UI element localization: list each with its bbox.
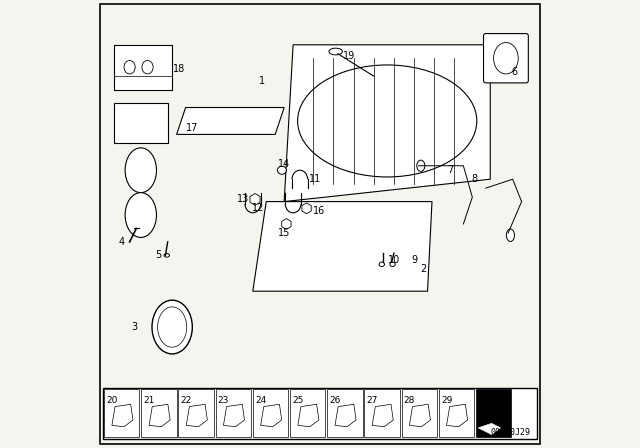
FancyBboxPatch shape <box>476 389 511 437</box>
Ellipse shape <box>417 160 425 172</box>
Text: 4: 4 <box>118 237 125 247</box>
FancyBboxPatch shape <box>484 34 529 83</box>
Ellipse shape <box>152 300 193 354</box>
FancyBboxPatch shape <box>114 45 172 90</box>
Polygon shape <box>253 202 432 291</box>
Text: 7: 7 <box>447 165 453 175</box>
Ellipse shape <box>506 229 515 241</box>
Ellipse shape <box>390 262 396 267</box>
Text: 5: 5 <box>156 250 162 260</box>
FancyBboxPatch shape <box>103 388 538 439</box>
Text: 00120J29: 00120J29 <box>491 428 531 437</box>
Text: 19: 19 <box>343 51 355 61</box>
Ellipse shape <box>329 48 342 55</box>
Text: 25: 25 <box>292 396 303 405</box>
Text: 8: 8 <box>472 174 477 184</box>
Ellipse shape <box>164 254 170 257</box>
Text: 18: 18 <box>173 65 185 74</box>
Text: 16: 16 <box>313 206 325 215</box>
Text: 29: 29 <box>441 396 452 405</box>
Text: 27: 27 <box>367 396 378 405</box>
Text: 9: 9 <box>411 255 417 265</box>
Text: 24: 24 <box>255 396 266 405</box>
Text: 11: 11 <box>309 174 322 184</box>
Polygon shape <box>177 108 284 134</box>
Polygon shape <box>478 423 500 435</box>
Text: 28: 28 <box>404 396 415 405</box>
Text: 3: 3 <box>131 322 137 332</box>
Text: 2: 2 <box>420 264 426 274</box>
Text: 23: 23 <box>218 396 229 405</box>
Text: 12: 12 <box>252 203 265 213</box>
Text: 22: 22 <box>180 396 192 405</box>
Text: 1: 1 <box>259 76 265 86</box>
Ellipse shape <box>298 65 477 177</box>
Text: 20: 20 <box>106 396 118 405</box>
Text: 15: 15 <box>278 228 291 238</box>
Text: 14: 14 <box>278 159 291 168</box>
Text: 10: 10 <box>388 255 400 265</box>
Text: 26: 26 <box>330 396 340 405</box>
Ellipse shape <box>125 193 157 237</box>
Ellipse shape <box>125 148 157 193</box>
Text: 21: 21 <box>143 396 155 405</box>
Ellipse shape <box>278 166 287 174</box>
Polygon shape <box>284 45 490 202</box>
Ellipse shape <box>379 262 385 267</box>
Text: 6: 6 <box>512 67 518 77</box>
Text: 13: 13 <box>237 194 249 204</box>
Text: 17: 17 <box>186 123 198 133</box>
FancyBboxPatch shape <box>114 103 168 143</box>
